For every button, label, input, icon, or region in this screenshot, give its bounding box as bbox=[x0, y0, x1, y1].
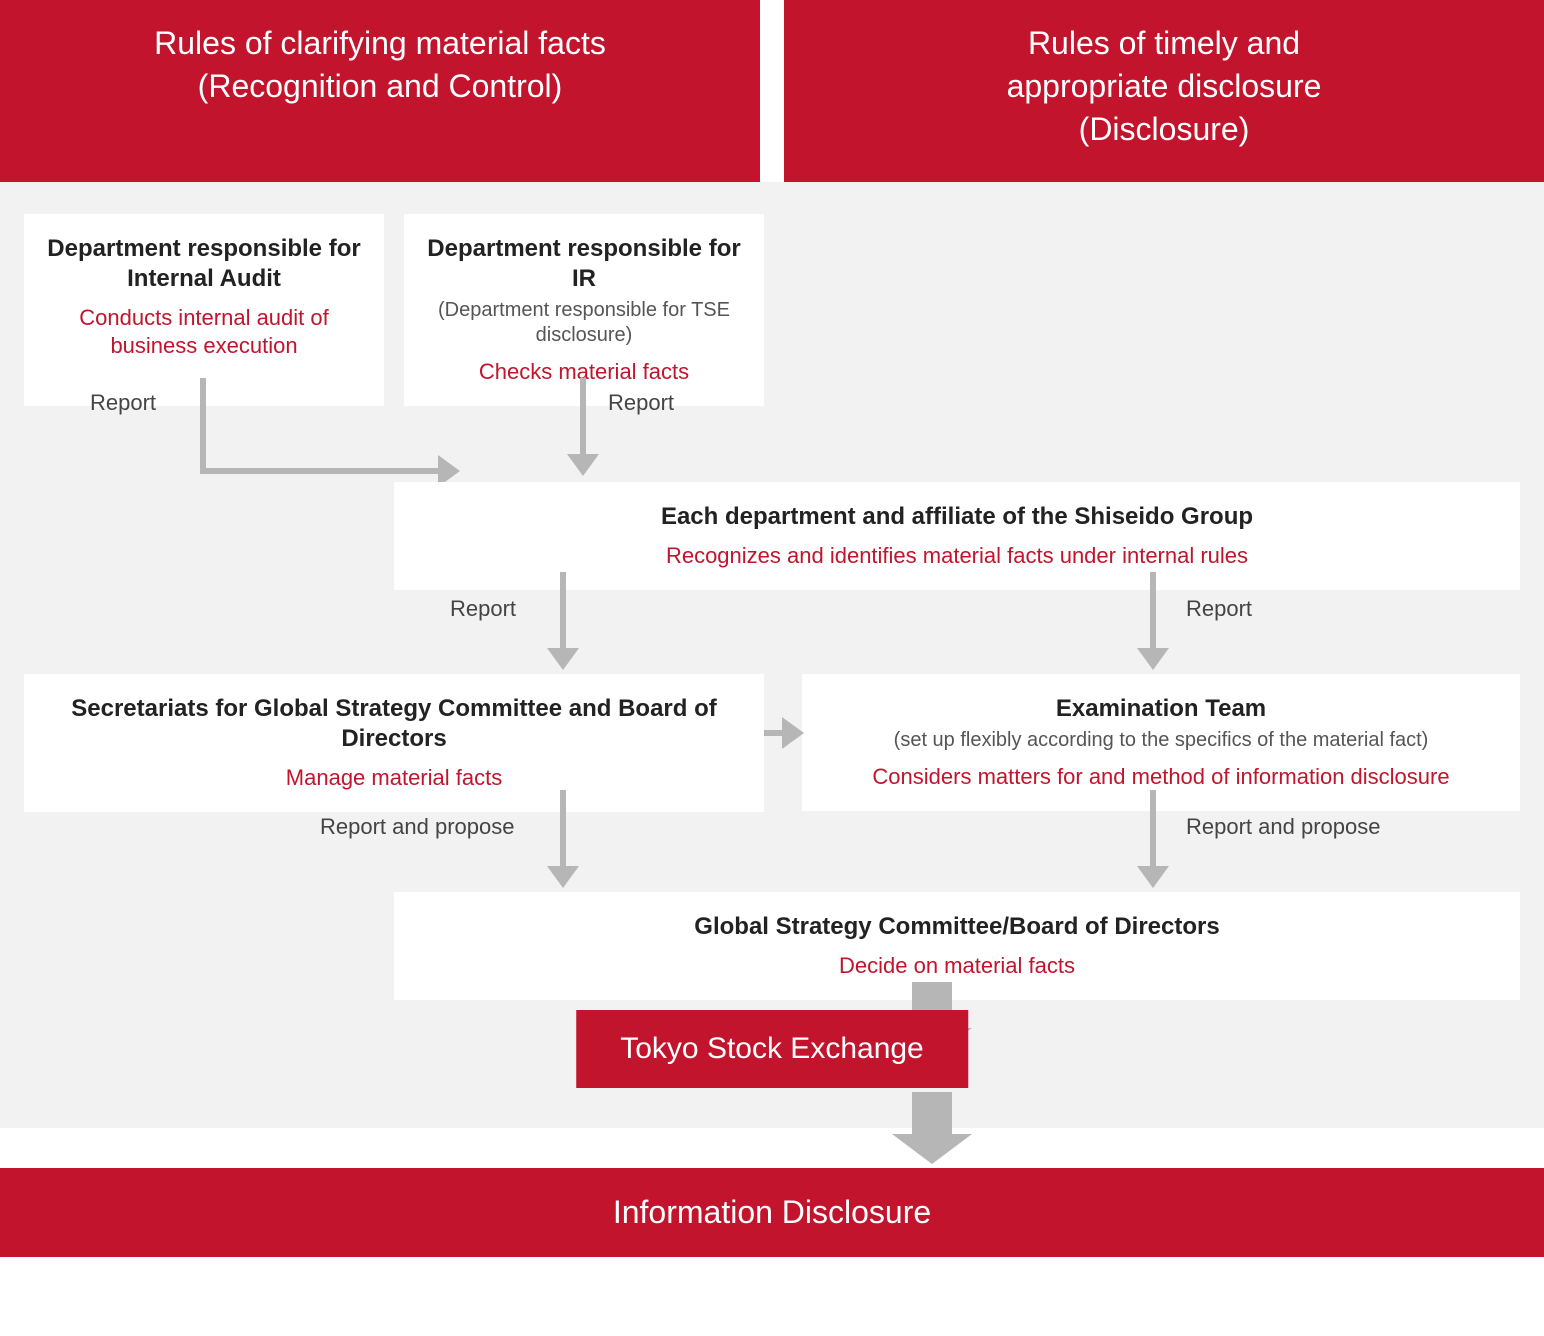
box-disclosure: Information Disclosure bbox=[0, 1168, 1544, 1257]
box-secretariat-title: Secretariats for Global Strategy Committ… bbox=[40, 694, 748, 754]
box-tse: Tokyo Stock Exchange bbox=[576, 1010, 968, 1088]
header-left: Rules of clarifying material facts (Reco… bbox=[0, 0, 760, 182]
arrow-sec-board-v bbox=[560, 790, 566, 868]
header-right: Rules of timely and appropriate disclosu… bbox=[784, 0, 1544, 182]
box-board-title: Global Strategy Committee/Board of Direc… bbox=[410, 912, 1504, 942]
box-secretariat-red: Manage material facts bbox=[40, 764, 748, 793]
label-exam-board: Report and propose bbox=[1186, 814, 1380, 840]
arrow-ir-head bbox=[567, 454, 599, 476]
label-sec-board: Report and propose bbox=[320, 814, 514, 840]
label-group-right: Report bbox=[1186, 596, 1252, 622]
arrow-group-right-v bbox=[1150, 572, 1156, 650]
box-ir-title: Department responsible for IR bbox=[420, 234, 748, 294]
arrow-exam-board-v bbox=[1150, 790, 1156, 868]
arrow-group-right-head bbox=[1137, 648, 1169, 670]
arrow-audit-v bbox=[200, 378, 206, 468]
arrow-exam-board-head bbox=[1137, 866, 1169, 888]
arrow-sec-board-head bbox=[547, 866, 579, 888]
label-audit-report: Report bbox=[90, 390, 156, 416]
box-audit-red: Conducts internal audit of business exec… bbox=[40, 304, 368, 361]
arrow-sec-exam-head bbox=[782, 717, 804, 749]
gray-area: Department responsible for Internal Audi… bbox=[0, 182, 1544, 1128]
arrow-group-left-head bbox=[547, 648, 579, 670]
arrow-tse-disc-stem bbox=[912, 1092, 952, 1136]
arrow-sec-exam bbox=[764, 730, 784, 736]
box-secretariat: Secretariats for Global Strategy Committ… bbox=[24, 674, 764, 813]
box-ir-sub: (Department responsible for TSE disclosu… bbox=[420, 298, 748, 348]
box-exam-red: Considers matters for and method of info… bbox=[818, 763, 1504, 792]
arrow-ir-v bbox=[580, 378, 586, 456]
box-exam-title: Examination Team bbox=[818, 694, 1504, 724]
label-ir-report: Report bbox=[608, 390, 674, 416]
arrow-group-left-v bbox=[560, 572, 566, 650]
label-group-left: Report bbox=[450, 596, 516, 622]
box-exam: Examination Team (set up flexibly accord… bbox=[802, 674, 1520, 812]
box-group-title: Each department and affiliate of the Shi… bbox=[410, 502, 1504, 532]
box-audit-title: Department responsible for Internal Audi… bbox=[40, 234, 368, 294]
header-row: Rules of clarifying material facts (Reco… bbox=[0, 0, 1544, 182]
box-board: Global Strategy Committee/Board of Direc… bbox=[394, 892, 1520, 1001]
box-board-red: Decide on material facts bbox=[410, 952, 1504, 981]
arrow-tse-disc-head bbox=[892, 1134, 972, 1164]
box-group-red: Recognizes and identifies material facts… bbox=[410, 542, 1504, 571]
arrow-audit-h bbox=[200, 468, 440, 474]
box-exam-sub: (set up flexibly according to the specif… bbox=[818, 728, 1504, 753]
